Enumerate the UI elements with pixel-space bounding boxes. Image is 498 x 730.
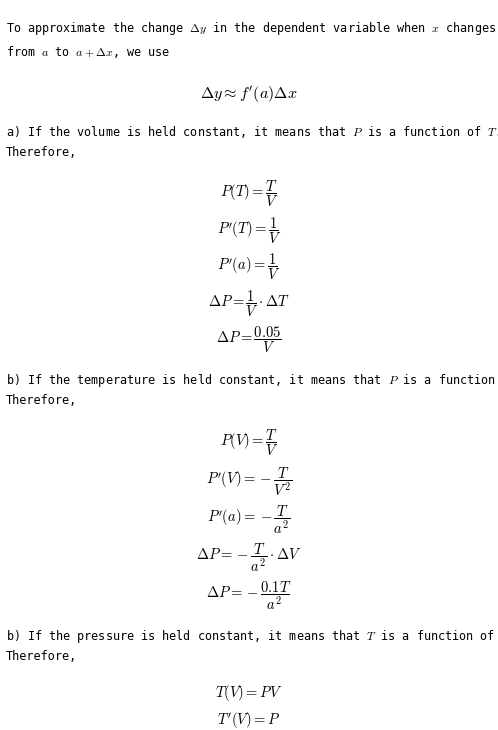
Text: $P'(a) = -\dfrac{T}{a^2}$: $P'(a) = -\dfrac{T}{a^2}$ (207, 503, 291, 536)
Text: $\Delta P = -\dfrac{0.1T}{a^2}$: $\Delta P = -\dfrac{0.1T}{a^2}$ (206, 579, 292, 612)
Text: $P'(V) = -\dfrac{T}{V^2}$: $P'(V) = -\dfrac{T}{V^2}$ (206, 465, 292, 498)
Text: $P(T) = \dfrac{T}{V}$: $P(T) = \dfrac{T}{V}$ (220, 179, 278, 210)
Text: To approximate the change $\Delta y$ in the dependent variable when $x$ changes: To approximate the change $\Delta y$ in … (6, 20, 496, 37)
Text: $P'(T) = \dfrac{1}{V}$: $P'(T) = \dfrac{1}{V}$ (217, 215, 281, 246)
Text: Therefore,: Therefore, (6, 650, 77, 663)
Text: $\Delta P = \dfrac{1}{V} \cdot \Delta T$: $\Delta P = \dfrac{1}{V} \cdot \Delta T$ (208, 288, 290, 319)
Text: b) If the temperature is held constant, it means that $P$ is a function of $V$.: b) If the temperature is held constant, … (6, 372, 498, 389)
Text: Therefore,: Therefore, (6, 394, 77, 407)
Text: $\Delta P = \dfrac{0.05}{V}$: $\Delta P = \dfrac{0.05}{V}$ (216, 325, 282, 356)
Text: a) If the volume is held constant, it means that $P$ is a function of $T$.: a) If the volume is held constant, it me… (6, 124, 498, 140)
Text: $\Delta P = -\dfrac{T}{a^2} \cdot \Delta V$: $\Delta P = -\dfrac{T}{a^2} \cdot \Delta… (196, 541, 302, 574)
Text: $\Delta y \approx f'(a)\Delta x$: $\Delta y \approx f'(a)\Delta x$ (200, 84, 298, 105)
Text: $P'(a) = \dfrac{1}{V}$: $P'(a) = \dfrac{1}{V}$ (217, 252, 281, 283)
Text: Therefore,: Therefore, (6, 146, 77, 159)
Text: from $a$ to $a + \Delta x$, we use: from $a$ to $a + \Delta x$, we use (6, 44, 170, 60)
Text: $T'(V) = P$: $T'(V) = P$ (217, 710, 281, 730)
Text: $T(V) = PV$: $T(V) = PV$ (215, 683, 283, 702)
Text: $P(V) = \dfrac{T}{V}$: $P(V) = \dfrac{T}{V}$ (220, 427, 278, 458)
Text: b) If the pressure is held constant, it means that $T$ is a function of $V$.: b) If the pressure is held constant, it … (6, 628, 498, 645)
